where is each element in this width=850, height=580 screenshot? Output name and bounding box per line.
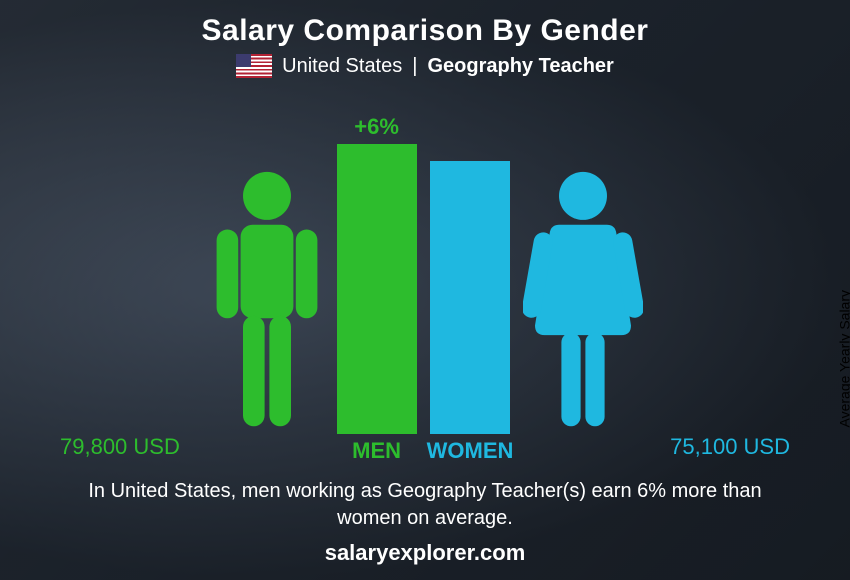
chart-area: 79,800 USD +6% MEN [20, 88, 830, 472]
country-label: United States [282, 55, 402, 78]
men-label: MEN [352, 438, 401, 464]
men-salary-value: 79,800 USD [60, 434, 180, 460]
subtitle-row: United States | Geography Teacher [236, 54, 614, 78]
footer-source: salaryexplorer.com [325, 540, 526, 566]
men-bar: +6% [337, 144, 417, 434]
separator: | [412, 55, 417, 78]
women-salary-value: 75,100 USD [670, 434, 790, 460]
men-group: +6% MEN [207, 144, 417, 464]
y-axis-label: Average Yearly Salary [836, 290, 850, 428]
summary-text: In United States, men working as Geograp… [60, 478, 790, 532]
delta-label: +6% [354, 114, 399, 140]
women-bar [430, 161, 510, 434]
woman-icon [523, 169, 643, 434]
women-label: WOMEN [427, 438, 514, 464]
job-label: Geography Teacher [427, 55, 613, 78]
us-flag-icon [236, 54, 272, 78]
man-icon [207, 169, 327, 434]
women-group: WOMEN [427, 161, 644, 464]
page-title: Salary Comparison By Gender [202, 14, 649, 48]
